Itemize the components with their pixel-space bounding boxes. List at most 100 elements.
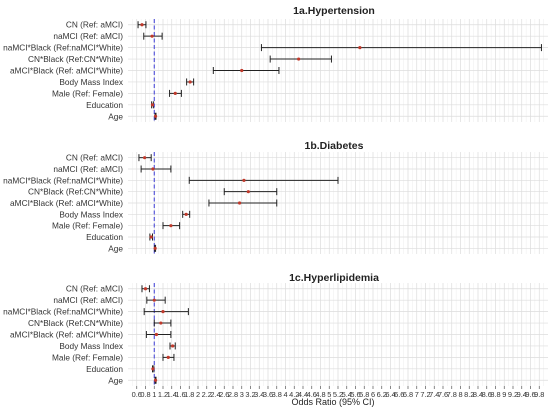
row-label: Education [86, 364, 123, 374]
x-tick-label: 9 [502, 390, 506, 399]
x-tick-label: 4.2 [289, 390, 299, 399]
row-label: Body Mass Index [59, 341, 123, 351]
x-tick-label: 4.8 [315, 390, 325, 399]
x-tick-label: 3 [240, 390, 244, 399]
row-label: naMCI*Black (Ref:naMCI*White) [3, 307, 123, 317]
x-tick-label: 0.6 [132, 390, 142, 399]
odds-ratio-point [143, 156, 147, 160]
odds-ratio-point [161, 310, 165, 314]
odds-ratio-point [151, 167, 155, 171]
row-label: aMCI*Black (Ref: aMCI*White) [10, 198, 123, 208]
x-tick-label: 0.8 [140, 390, 150, 399]
x-tick-label: 7.6 [438, 390, 448, 399]
row-label: aMCI*Black (Ref: aMCI*White) [10, 66, 123, 76]
x-tick-label: 7.2 [420, 390, 430, 399]
x-tick-label: 2 [196, 390, 200, 399]
row-label: Age [108, 243, 123, 253]
odds-ratio-point [159, 321, 163, 325]
x-tick-label: 3.4 [254, 390, 264, 399]
x-tick-label: 9.8 [534, 390, 544, 399]
row-label: aMCI*Black (Ref: aMCI*White) [10, 330, 123, 340]
x-tick-label: 5 [327, 390, 331, 399]
x-tick-label: 6 [371, 390, 375, 399]
row-label: naMCI (Ref: aMCI) [53, 164, 123, 174]
panel-title: 1b.Diabetes [305, 140, 364, 152]
row-label: Age [108, 111, 123, 121]
odds-ratio-point [188, 80, 192, 84]
panel-2: 1b.Diabetes CN (Ref: aMCI)naMCI (Ref: aMC… [3, 140, 548, 254]
x-tick-label: 5.4 [342, 390, 352, 399]
x-tick-label: 9.4 [517, 390, 527, 399]
x-tick-label: 8.8 [490, 390, 500, 399]
odds-ratio-point [149, 235, 153, 239]
row-label: naMCI*Black (Ref:naMCI*White) [3, 43, 123, 53]
x-tick-label: 2.4 [210, 390, 220, 399]
x-axis: 0.60.8 1 1.21.41.61.8 2 2.22.42.62.8 3 3.23.43… [132, 386, 544, 399]
x-tick-label: 3.2 [245, 390, 255, 399]
odds-ratio-point [169, 224, 173, 228]
x-tick-label: 8 [458, 390, 462, 399]
odds-ratio-point [150, 34, 154, 38]
odds-ratio-point [154, 332, 159, 337]
x-tick-label: 1.6 [175, 390, 185, 399]
odds-ratio-point [153, 114, 158, 118]
panel-1: 1a.Hypertension CN (Ref: aMCI)naMCI (Ref:… [3, 5, 548, 122]
x-tick-label: 4 [283, 390, 287, 399]
x-tick-label: 2.6 [219, 390, 229, 399]
x-tick-label: 9.2 [508, 390, 518, 399]
odds-ratio-point [152, 298, 156, 302]
x-tick-label: 8.2 [464, 390, 474, 399]
row-label: Male (Ref: Female) [52, 221, 123, 231]
x-tick-label: 3.8 [272, 390, 282, 399]
x-tick-label: 7.4 [429, 390, 439, 399]
x-tick-label: 8.6 [482, 390, 492, 399]
x-tick-label: 1.4 [167, 390, 177, 399]
row-label: Education [86, 100, 123, 110]
x-axis-label: Odds Ratio (95% CI) [291, 397, 374, 407]
row-label: CN*Black (Ref:CN*White) [28, 318, 123, 328]
x-tick-label: 1.2 [158, 390, 168, 399]
odds-ratio-point [151, 367, 155, 371]
x-tick-label: 2.2 [202, 390, 212, 399]
x-tick-label: 8.4 [473, 390, 483, 399]
x-tick-label: 6.6 [394, 390, 404, 399]
row-label: Body Mass Index [59, 77, 123, 87]
row-label: naMCI (Ref: aMCI) [53, 31, 123, 41]
x-tick-label: 7 [415, 390, 419, 399]
row-label: naMCI*Black (Ref:naMCI*White) [3, 175, 123, 185]
x-tick-label: 7.8 [447, 390, 457, 399]
odds-ratio-point [140, 23, 144, 27]
x-tick-label: 5.6 [350, 390, 360, 399]
odds-ratio-point [246, 190, 250, 194]
x-tick-label: 6.8 [403, 390, 413, 399]
odds-ratio-point [150, 103, 155, 107]
row-label: CN (Ref: aMCI) [66, 284, 123, 294]
x-tick-label: 3.6 [263, 390, 273, 399]
odds-ratio-point [153, 246, 157, 250]
x-tick-label: 9.6 [525, 390, 535, 399]
panel-3: 1c.Hyperlipidemia CN (Ref: aMCI)naMCI (Re… [3, 272, 548, 386]
odds-ratio-point [143, 287, 148, 291]
x-tick-label: 4.6 [307, 390, 317, 399]
x-tick-label: 1.8 [184, 390, 194, 399]
odds-ratio-point [166, 355, 170, 359]
x-tick-label: 2.8 [228, 390, 238, 399]
row-label: Age [108, 375, 123, 385]
row-label: CN*Black (Ref:CN*White) [28, 54, 123, 64]
row-label: Male (Ref: Female) [52, 88, 123, 98]
panel-title: 1c.Hyperlipidemia [289, 272, 379, 284]
x-tick-label: 5.8 [359, 390, 369, 399]
x-tick-label: 1 [152, 390, 156, 399]
odds-ratio-point [173, 91, 177, 95]
odds-ratio-point [242, 178, 246, 182]
x-tick-label: 5.2 [333, 390, 343, 399]
odds-ratio-point [153, 378, 158, 382]
row-label: Male (Ref: Female) [52, 352, 123, 362]
odds-ratio-point [184, 212, 188, 216]
odds-ratio-point [171, 344, 175, 348]
row-label: CN (Ref: aMCI) [66, 20, 123, 30]
odds-ratio-point [237, 201, 242, 205]
odds-ratio-point [358, 46, 362, 50]
